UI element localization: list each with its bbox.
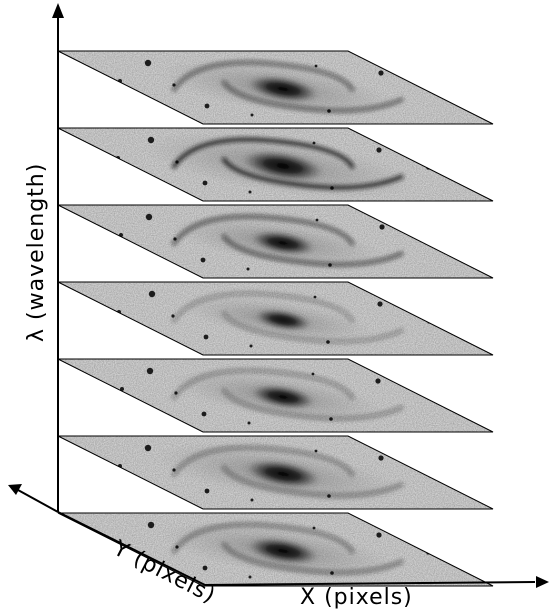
wavelength-slice [57, 435, 494, 510]
x-axis-label: X (pixels) [300, 585, 413, 609]
x-axis [204, 576, 549, 588]
wavelength-slices [57, 50, 494, 587]
y-axis [8, 484, 206, 586]
wavelength-slice [57, 204, 494, 279]
wavelength-slice [57, 281, 494, 356]
lambda-axis-label: λ (wavelength) [24, 163, 49, 342]
wavelength-slice [57, 358, 494, 433]
wavelength-slice [57, 50, 494, 125]
wavelength-slice [57, 127, 494, 202]
lambda-axis [52, 3, 64, 512]
